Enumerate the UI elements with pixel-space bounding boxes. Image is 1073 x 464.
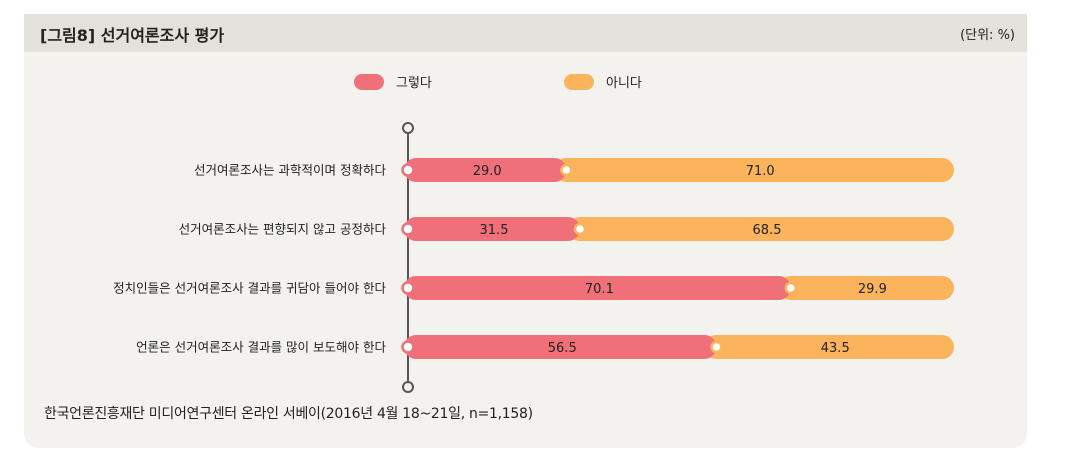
value-label-no: 71.0 <box>746 164 775 179</box>
category-label: 언론은 선거여론조사 결과를 많이 보도해야 한다 <box>136 340 386 355</box>
legend-swatch-no <box>564 74 594 90</box>
value-label-yes: 56.5 <box>548 341 577 356</box>
chart-header: [그림8] 선거여론조사 평가 (단위: %) <box>24 14 1027 52</box>
bar-split-dot <box>560 163 573 177</box>
bar-split-dot <box>710 340 723 354</box>
category-label: 선거여론조사는 과학적이며 정확하다 <box>194 163 386 178</box>
value-label-yes: 29.0 <box>473 164 502 179</box>
bar-no <box>704 335 954 359</box>
legend: 그렇다 아니다 <box>354 74 642 91</box>
bar-yes <box>404 335 717 359</box>
value-label-no: 29.9 <box>858 282 887 297</box>
bar-start-dot <box>401 163 415 177</box>
unit-label: (단위: %) <box>960 28 1015 43</box>
bar-no <box>778 276 954 300</box>
chart-title: [그림8] 선거여론조사 평가 <box>40 26 225 45</box>
plot-area: 선거여론조사는 과학적이며 정확하다 29.0 71.0 선거여론조사는 편향되지 않… <box>113 122 954 393</box>
category-label: 정치인들은 선거여론조사 결과를 귀담아 들어야 한다 <box>113 281 386 296</box>
bar-yes <box>404 158 567 182</box>
chart-panel: [그림8] 선거여론조사 평가 (단위: %) 그렇다 아니다 선거여론조사는 … <box>24 14 1027 448</box>
value-label-yes: 31.5 <box>480 223 509 238</box>
value-label-yes: 70.1 <box>585 282 614 297</box>
bar-start-dot <box>401 340 415 354</box>
bar-split-dot <box>573 222 587 236</box>
bar-no <box>554 158 954 182</box>
legend-label-no: 아니다 <box>606 76 642 91</box>
stacked-bar-chart: 그렇다 아니다 선거여론조사는 과학적이며 정확하다 29.0 71.0선거여론조사… <box>113 74 954 393</box>
bar-yes <box>404 276 791 300</box>
category-label: 선거여론조사는 편향되지 않고 공정하다 <box>179 222 387 237</box>
value-label-no: 43.5 <box>821 341 850 356</box>
value-label-no: 68.5 <box>753 223 782 238</box>
bar-no <box>567 217 954 241</box>
axis-end-top <box>402 122 414 134</box>
axis-end-bottom <box>402 381 414 393</box>
bar-yes <box>404 217 580 241</box>
legend-label-yes: 그렇다 <box>396 76 432 91</box>
bar-start-dot <box>401 222 415 236</box>
bar-start-dot <box>401 281 415 295</box>
source-note: 한국언론진흥재단 미디어연구센터 온라인 서베이(2016년 4월 18~21일… <box>44 406 533 422</box>
bar-split-dot <box>784 281 797 295</box>
legend-swatch-yes <box>354 74 384 90</box>
